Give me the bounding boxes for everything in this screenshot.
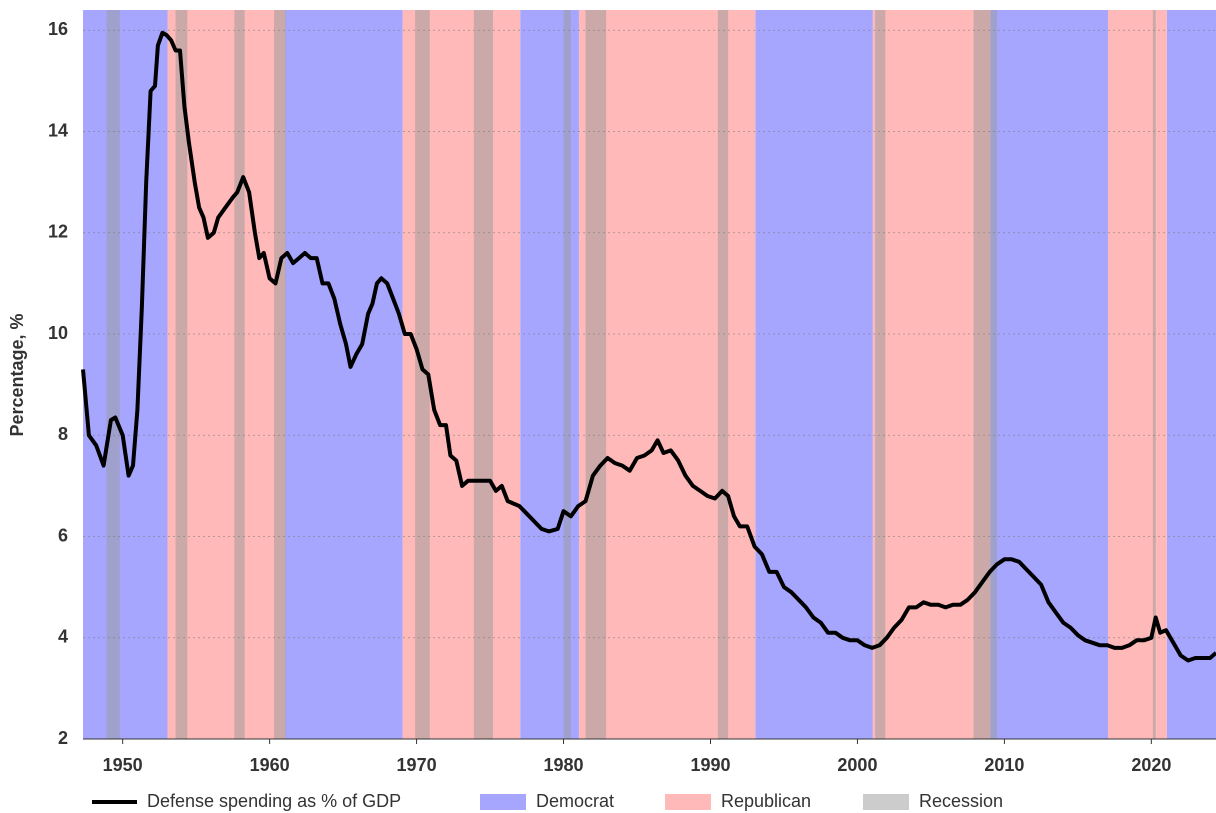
- span: [473, 10, 493, 739]
- span: [755, 10, 873, 739]
- x-tick-label: 2020: [1131, 755, 1171, 775]
- legend-label: Recession: [919, 791, 1003, 811]
- span: [973, 10, 998, 739]
- legend-swatch: [480, 794, 526, 810]
- span: [1152, 10, 1156, 739]
- span: [875, 10, 886, 739]
- legend-swatch: [863, 794, 909, 810]
- legend-label: Defense spending as % of GDP: [147, 791, 401, 811]
- span: [585, 10, 607, 739]
- y-tick-label: 12: [48, 222, 68, 242]
- legend-label: Democrat: [536, 791, 614, 811]
- x-tick-label: 1990: [690, 755, 730, 775]
- y-tick-label: 16: [48, 19, 68, 39]
- x-tick-label: 2000: [837, 755, 877, 775]
- span: [83, 10, 168, 739]
- span: [415, 10, 430, 739]
- x-tick-label: 1980: [544, 755, 584, 775]
- legend-swatch: [665, 794, 711, 810]
- span: [285, 10, 403, 739]
- span: [872, 10, 991, 739]
- x-tick-label: 1960: [250, 755, 290, 775]
- x-tick-label: 1970: [397, 755, 437, 775]
- y-axis-label: Percentage, %: [7, 313, 27, 436]
- x-tick-label: 2010: [984, 755, 1024, 775]
- y-tick-label: 6: [58, 525, 68, 545]
- span: [274, 10, 286, 739]
- span: [563, 10, 571, 739]
- legend-label: Republican: [721, 791, 811, 811]
- span: [175, 10, 188, 739]
- span: [717, 10, 729, 739]
- span: [1166, 10, 1216, 739]
- y-tick-label: 4: [58, 627, 68, 647]
- x-tick-label: 1950: [103, 755, 143, 775]
- y-tick-label: 14: [48, 120, 68, 140]
- y-tick-label: 8: [58, 424, 68, 444]
- span: [990, 10, 1108, 739]
- span: [106, 10, 120, 739]
- span: [234, 10, 245, 739]
- y-tick-label: 2: [58, 728, 68, 748]
- data-line: [81, 30, 1216, 663]
- y-tick-label: 10: [48, 323, 68, 343]
